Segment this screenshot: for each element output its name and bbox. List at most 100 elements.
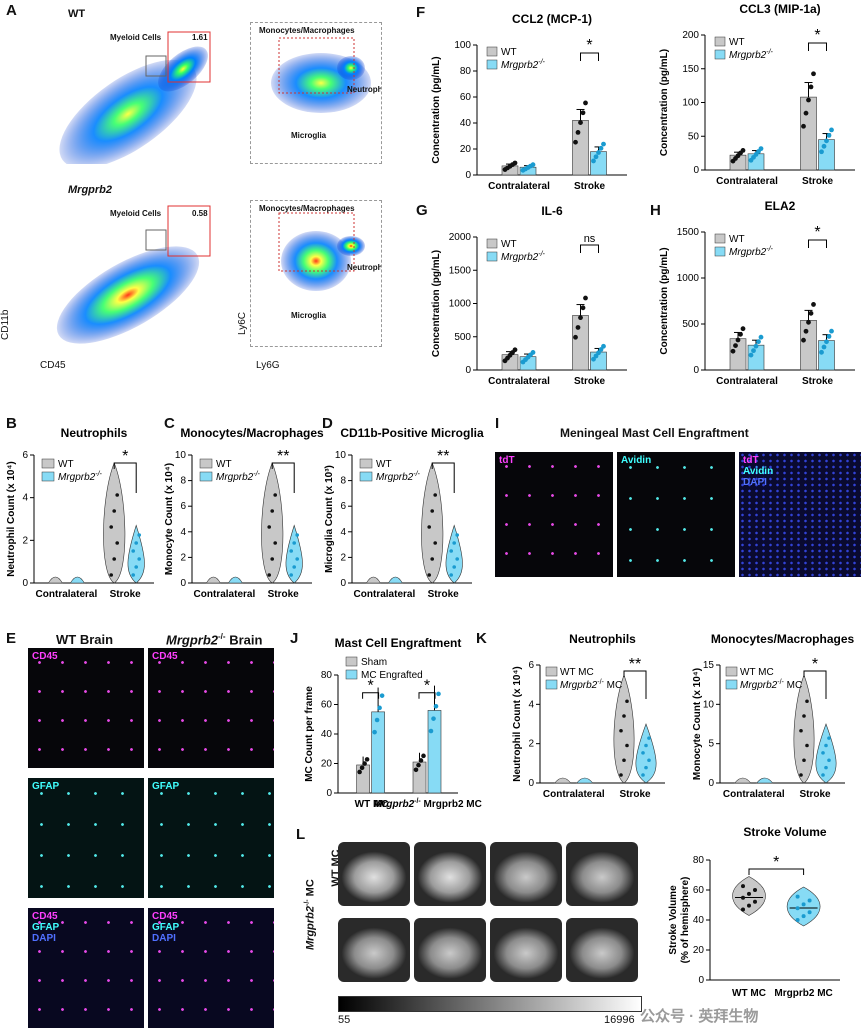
ccl2-point xyxy=(583,100,588,106)
ccl2-ylabel: Concentration (pg/mL) xyxy=(431,56,442,163)
micro-d-point xyxy=(433,493,438,497)
ccl2-xtick: Contralateral xyxy=(488,181,550,192)
scale-min: 55 xyxy=(338,1014,351,1026)
k-neut-point xyxy=(622,758,626,763)
micro-d-point xyxy=(455,557,460,561)
neut-label-wt: Neutrophils xyxy=(347,85,382,94)
neut-b-legend: WT xyxy=(58,459,74,470)
mono-c-legend: WT xyxy=(216,459,232,470)
k-mono-violin xyxy=(793,674,815,784)
il6-point xyxy=(598,347,604,352)
il6-point xyxy=(591,356,596,362)
flow-plot-ko-cd45: Myeloid Cells 0.58 xyxy=(38,200,218,345)
k-neut-violin xyxy=(576,777,594,784)
k-mono-point xyxy=(824,765,828,770)
j-point xyxy=(436,691,441,697)
il6-ylabel: Concentration (pg/mL) xyxy=(431,250,442,357)
micro-d-violin xyxy=(365,576,381,584)
il6-point xyxy=(573,334,578,340)
flow-x1: CD45 xyxy=(40,360,66,371)
micro-d-legend: WT xyxy=(376,459,392,470)
panel-label-l: L xyxy=(296,826,306,843)
micro-d-point xyxy=(455,533,460,537)
ela2-bar xyxy=(818,340,835,371)
ela2-point xyxy=(821,344,827,350)
mono-label-ko: Monocytes/Macrophages xyxy=(259,204,355,213)
j-point xyxy=(418,758,424,763)
ccl2-ytick: 100 xyxy=(454,40,471,51)
mono-c-ytick: 6 xyxy=(180,501,186,512)
ccl3-xtick: Stroke xyxy=(802,176,834,187)
ccl3-sig: * xyxy=(814,27,820,44)
micro-d-point xyxy=(452,565,457,569)
flow-y2: Ly6C xyxy=(237,312,248,335)
micro-d-ytick: 10 xyxy=(335,450,347,461)
ccl2-ytick: 0 xyxy=(465,170,471,181)
k-neut-point xyxy=(647,758,651,763)
il6-point xyxy=(512,347,518,353)
ccl3-xtick: Contralateral xyxy=(716,176,778,187)
k-mono-legend: Mrgprb2-/- MC xyxy=(740,679,802,691)
micro-e-wt-cd45: CD45 xyxy=(28,648,144,768)
neut-b-point xyxy=(115,493,119,497)
ela2-ytick: 1500 xyxy=(677,227,700,238)
ccl3-point xyxy=(806,97,811,103)
il6-point xyxy=(580,305,586,311)
mono-c-point xyxy=(289,549,294,553)
micro-d-point xyxy=(427,573,432,577)
neut-b-violin xyxy=(103,462,126,584)
j-title: Mast Cell Engraftment xyxy=(335,636,462,650)
ccl3-ytick: 50 xyxy=(688,131,700,142)
j-sig: * xyxy=(424,678,430,695)
micrograph-merge: tdT Avidin DAPI xyxy=(739,452,861,577)
micrograph-avidin: Avidin xyxy=(617,452,735,577)
ela2-point xyxy=(826,334,832,339)
neut-b-point xyxy=(131,573,135,577)
ela2-point xyxy=(735,337,741,343)
j-point xyxy=(364,757,370,762)
ccl2-point xyxy=(591,158,596,164)
ela2-xtick: Stroke xyxy=(802,376,834,387)
k-neut-point xyxy=(619,773,623,777)
k-mono-point xyxy=(824,743,828,748)
flow-y1: CD11b xyxy=(0,309,11,340)
il6-point xyxy=(601,343,606,349)
j-point xyxy=(362,761,367,766)
neut-b-point xyxy=(115,541,119,545)
k-neut-point xyxy=(641,751,645,755)
ccl2-legend: Mrgprb2-/- xyxy=(501,59,546,71)
il6-point xyxy=(593,353,599,359)
j-sig: * xyxy=(367,678,373,695)
j-point xyxy=(413,767,419,773)
tdt-label: tdT xyxy=(499,455,515,466)
panel-label-d: D xyxy=(322,415,333,432)
ela2-bar xyxy=(800,320,817,371)
k-neut-violin xyxy=(554,777,572,784)
sv-violin xyxy=(732,876,766,916)
j-ytick: 80 xyxy=(321,670,333,681)
mono-c-point xyxy=(273,493,278,497)
j-ytick: 40 xyxy=(321,729,333,740)
pct-ko: 0.58 xyxy=(192,209,208,218)
ela2-bar xyxy=(747,344,765,371)
il6-point xyxy=(530,350,536,355)
scale-max: 16996 xyxy=(604,1014,635,1026)
il6-xtick: Contralateral xyxy=(488,376,550,387)
ela2-legend: Mrgprb2-/- xyxy=(729,246,774,258)
sv-point xyxy=(801,902,806,907)
micro-d-legend: Mrgprb2-/- xyxy=(376,471,421,483)
sv-ytick: 60 xyxy=(693,885,705,896)
flow-x2: Ly6G xyxy=(256,360,280,371)
ela2-bar xyxy=(729,338,747,371)
ccl3-point xyxy=(801,123,806,129)
neut-b-point xyxy=(134,541,138,545)
panel-label-h: H xyxy=(650,202,661,219)
sv-ylabel2: (% of hemisphere) xyxy=(680,877,691,964)
j-point xyxy=(357,769,362,775)
mri-ko-2 xyxy=(414,918,486,982)
row2-gene: Mrgprb2 xyxy=(304,906,317,950)
k-neut-point xyxy=(625,699,629,704)
ko-brain-gene: Mrgprb2 xyxy=(166,632,218,648)
micro-e-ko-gfap: GFAP xyxy=(148,778,274,898)
ccl3-point xyxy=(803,110,809,116)
